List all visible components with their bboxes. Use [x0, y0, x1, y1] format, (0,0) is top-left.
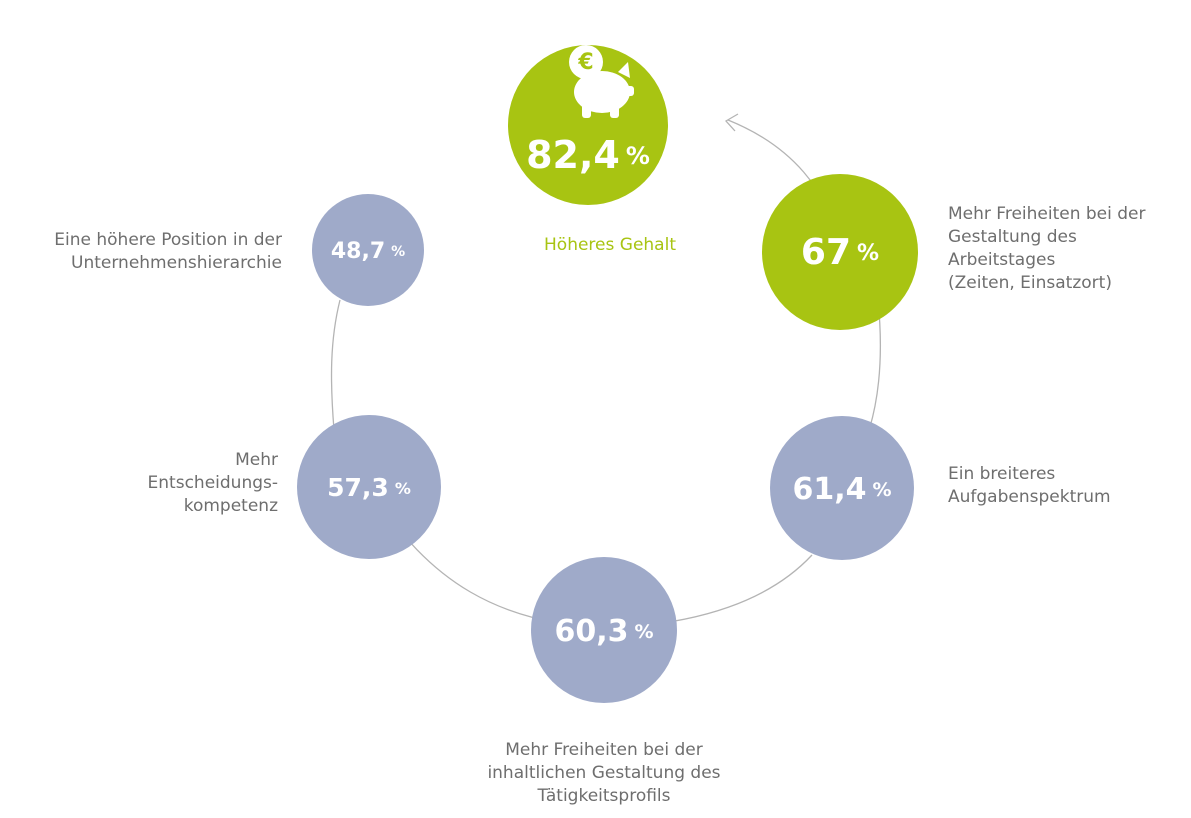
nodes: 82,4 % Höheres Gehalt 67 % Mehr Freiheiten be… — [54, 45, 1146, 806]
value-unit: % — [872, 479, 891, 501]
node-label: Ein breiteres — [948, 464, 1055, 484]
value-number: 82,4 — [526, 133, 620, 177]
node-value: 60,3% — [554, 614, 653, 649]
svg-text:€: € — [577, 50, 593, 75]
value-unit: % — [395, 479, 411, 498]
value-number: 48,7 — [331, 239, 385, 264]
node-label: Unternehmenshierarchie — [71, 253, 282, 273]
node-value: 61,4% — [792, 472, 891, 507]
node-label: inhaltlichen Gestaltung des — [487, 763, 720, 783]
value-unit: % — [634, 621, 653, 643]
arrow-head — [724, 113, 739, 132]
node-label: Aufgabenspektrum — [948, 487, 1111, 507]
node-label: Gestaltung des — [948, 227, 1077, 247]
node-label: (Zeiten, Einsatzort) — [948, 273, 1112, 293]
node-label: Arbeitstages — [948, 250, 1055, 270]
node-label: Eine höhere Position in der — [54, 230, 282, 250]
value-number: 61,4 — [792, 472, 866, 507]
node-label: Mehr — [235, 450, 278, 470]
node-label: Höheres Gehalt — [544, 235, 676, 255]
node-value: 48,7% — [331, 239, 405, 264]
value-unit: % — [626, 142, 650, 170]
node-circle — [531, 557, 677, 703]
value-number: 60,3 — [554, 614, 628, 649]
node-label: Mehr Freiheiten bei der — [948, 204, 1146, 224]
node-value: 82,4% — [526, 133, 650, 177]
node-circle — [762, 174, 918, 330]
node-label: Entscheidungs- — [148, 473, 278, 493]
node-label: Tätigkeitsprofils — [536, 786, 670, 806]
value-unit: % — [857, 241, 879, 266]
node-circle — [312, 194, 424, 306]
node-value: 67% — [801, 232, 879, 273]
node-circle — [770, 416, 914, 560]
node-value: 57,3% — [327, 473, 411, 502]
piggy-icon: € — [569, 45, 634, 118]
value-unit: % — [391, 244, 405, 260]
value-number: 57,3 — [327, 473, 389, 502]
value-number: 67 — [801, 232, 851, 273]
ring-segment — [330, 299, 341, 431]
node-label: kompetenz — [184, 496, 278, 516]
node-label: Mehr Freiheiten bei der — [505, 740, 703, 760]
node-circle — [297, 415, 441, 559]
